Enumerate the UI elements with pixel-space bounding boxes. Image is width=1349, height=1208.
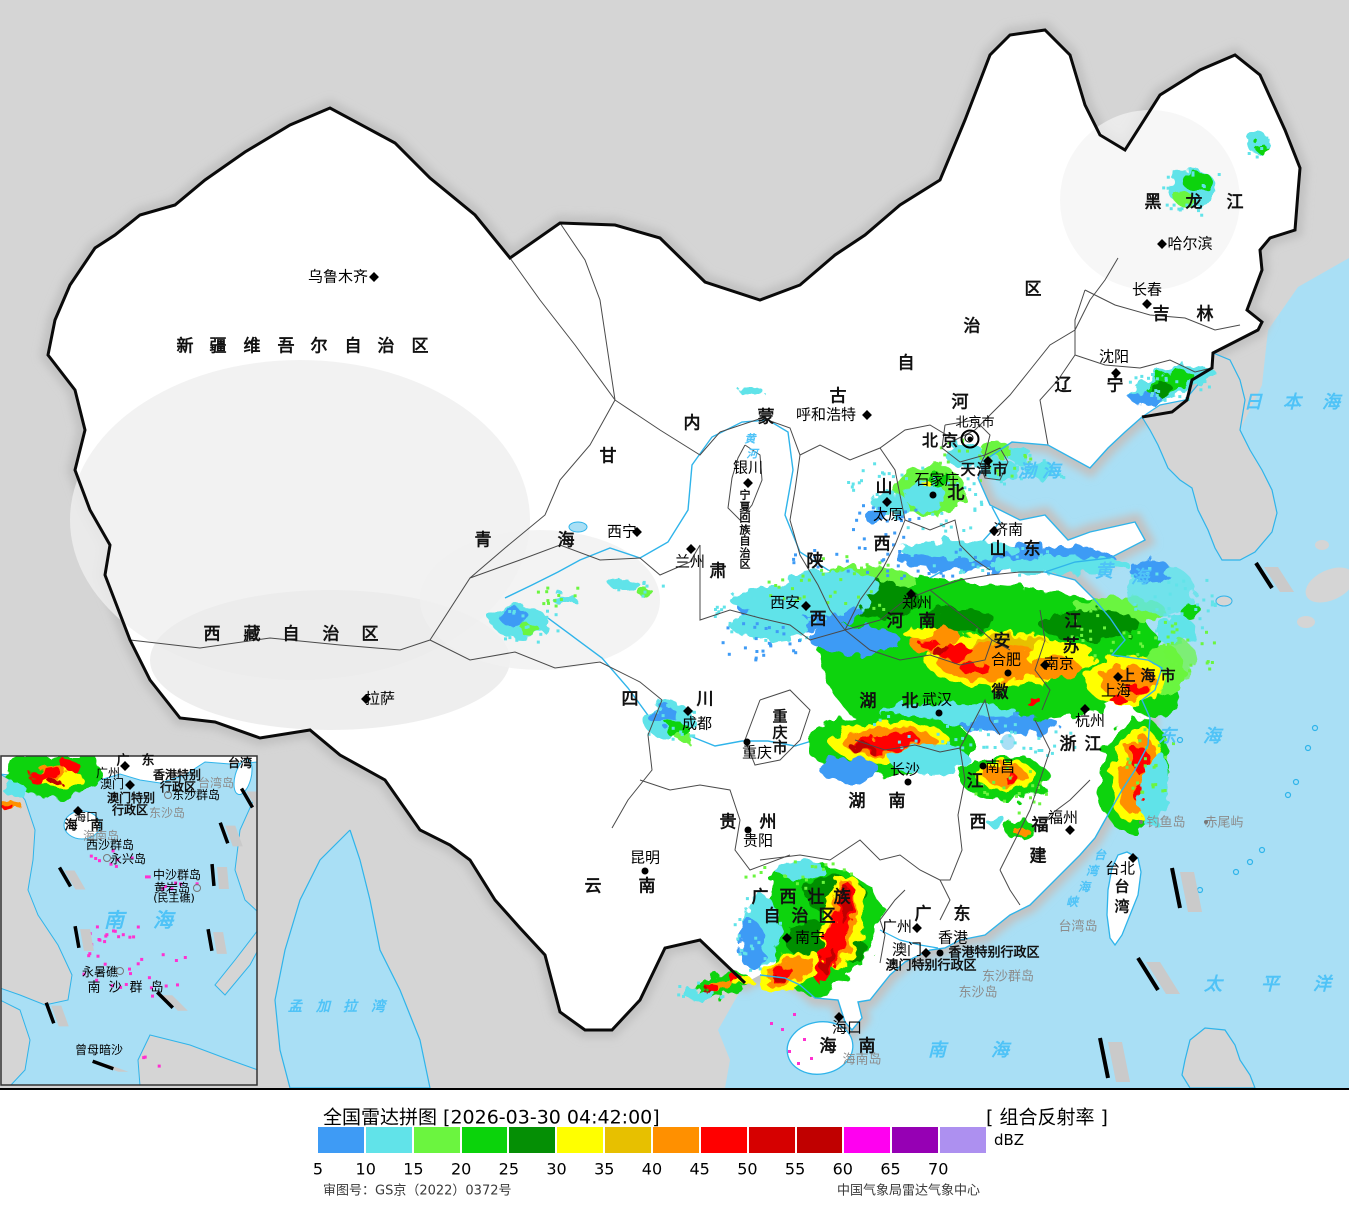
colorbar-cell-30 [557,1127,604,1153]
colorbar-cell-65 [892,1127,939,1153]
colorbar-cell-45 [700,1127,747,1153]
colorbar-cell-15 [413,1127,460,1153]
colorbar-cell-5 [318,1127,364,1153]
colorbar-cell-40 [653,1127,699,1153]
dbz-tick-5: 5 [312,1159,324,1179]
dbz-unit-label: dBZ [994,1131,1025,1149]
product-name: [ 组合反射率 ] [986,1106,1108,1129]
colorbar-cell-25 [509,1127,556,1153]
dbz-colorbar [318,1127,987,1153]
colorbar-cell-10 [365,1127,412,1153]
dbz-tick-10: 10 [355,1159,376,1179]
dbz-tick-60: 60 [832,1159,853,1179]
legend-panel: 全国雷达拼图 [2026-03-30 04:42:00] [ 组合反射率 ] d… [0,1090,1349,1208]
map-title: 全国雷达拼图 [2026-03-30 04:42:00] [323,1106,660,1129]
dbz-tick-65: 65 [880,1159,901,1179]
dbz-tick-15: 15 [403,1159,424,1179]
dbz-tick-20: 20 [450,1159,472,1179]
dbz-tick-30: 30 [546,1159,567,1179]
dbz-tick-35: 35 [594,1159,615,1179]
dbz-tick-55: 55 [784,1159,806,1179]
colorbar-cell-20 [461,1127,508,1153]
dbz-tick-70: 70 [928,1159,949,1179]
credit-label: 中国气象局雷达气象中心 [836,1183,980,1199]
colorbar-cell-55 [796,1127,843,1153]
map-license-number: 审图号：GS京（2022）0372号 [323,1183,512,1199]
map-canvas: 新疆维吾尔自治区西藏自治区内蒙古自治区黑龙江吉林辽宁河北山西山东河南江苏安徽湖北… [0,0,1349,1090]
colorbar-cell-70 [940,1127,987,1153]
dbz-tick-45: 45 [689,1159,710,1179]
colorbar-cell-60 [844,1127,891,1153]
colorbar-cell-35 [605,1127,652,1153]
dbz-tick-40: 40 [641,1159,663,1179]
dbz-tick-50: 50 [737,1159,758,1179]
dbz-tick-25: 25 [498,1159,520,1179]
colorbar-cell-50 [748,1127,795,1153]
china-basemap [0,21,1349,1088]
